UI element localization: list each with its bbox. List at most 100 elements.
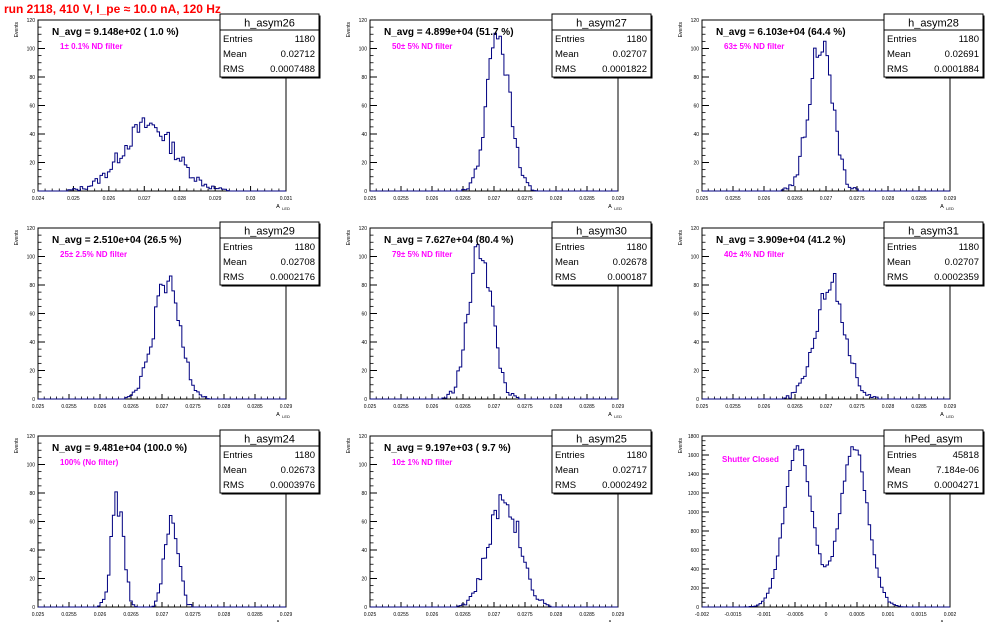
x-tick-label: 0.0255 <box>725 404 741 410</box>
y-tick-label: 600 <box>691 548 700 554</box>
x-tick-label: 0.028 <box>550 404 563 410</box>
stats-label: Entries <box>555 34 585 45</box>
x-axis-label-sub: LED <box>946 206 954 211</box>
x-axis-label: A <box>276 620 280 622</box>
n-avg-label: N_avg = 7.627e+04 (80.4 %) <box>384 235 514 246</box>
stats-label: Entries <box>887 34 917 45</box>
histogram-name: h_asym24 <box>244 434 295 446</box>
histogram-name: h_asym30 <box>576 226 627 238</box>
filter-annotation: Shutter Closed <box>722 455 779 464</box>
y-tick-label: 100 <box>359 47 368 53</box>
x-axis-label-sub: LED <box>282 206 290 211</box>
y-tick-label: 120 <box>359 226 368 232</box>
stats-value: 1180 <box>959 242 979 253</box>
x-tick-label: 0.027 <box>488 196 501 202</box>
stats-value: 1180 <box>627 242 647 253</box>
x-tick-label: 0.029 <box>944 196 957 202</box>
x-tick-label: 0.0255 <box>725 196 741 202</box>
y-tick-label: 80 <box>361 75 367 81</box>
stats-box: h_asym31 Entries 1180 Mean 0.02707 RMS 0.00023… <box>883 221 985 287</box>
stats-value: 0.0001884 <box>934 64 979 75</box>
x-tick-label: 0.025 <box>364 196 377 202</box>
x-tick-label: 0.029 <box>612 404 625 410</box>
x-tick-label: 0.0275 <box>849 196 865 202</box>
y-tick-label: 0 <box>364 397 367 403</box>
y-tick-label: 60 <box>361 520 367 526</box>
x-tick-label: 0.0285 <box>247 612 263 618</box>
x-axis-label: A <box>940 620 944 622</box>
stats-label: Entries <box>887 450 917 461</box>
y-tick-label: 100 <box>27 463 36 469</box>
y-tick-label: 60 <box>693 104 699 110</box>
x-tick-label: 0.0285 <box>579 612 595 618</box>
y-tick-label: 0 <box>696 189 699 195</box>
y-tick-label: 0 <box>32 397 35 403</box>
histogram-line <box>370 494 618 608</box>
x-tick-label: 0.026 <box>426 612 439 618</box>
x-tick-label: 0.0255 <box>393 612 409 618</box>
x-tick-label: 0.0255 <box>61 404 77 410</box>
stats-box: h_asym29 Entries 1180 Mean 0.02708 RMS 0.00021… <box>219 221 321 287</box>
y-tick-label: 40 <box>361 548 367 554</box>
stats-box-frame <box>883 221 984 286</box>
y-tick-label: 80 <box>693 75 699 81</box>
histogram-line <box>702 40 950 192</box>
y-tick-label: 0 <box>696 605 699 611</box>
x-tick-label: 0.028 <box>882 196 895 202</box>
stats-value: 0.02712 <box>281 49 315 60</box>
y-tick-label: 20 <box>693 369 699 375</box>
x-tick-label: 0.0265 <box>787 404 803 410</box>
stats-value: 1180 <box>959 34 979 45</box>
histogram-line <box>38 275 286 400</box>
stats-value: 1180 <box>627 450 647 461</box>
y-tick-label: 0 <box>32 605 35 611</box>
x-axis-label-sub: LED <box>614 206 622 211</box>
x-tick-label: 0.027 <box>156 404 169 410</box>
stats-value: 45818 <box>953 450 979 461</box>
x-tick-label: 0.0285 <box>911 404 927 410</box>
x-tick-label: 0.0285 <box>579 404 595 410</box>
stats-box-frame <box>551 13 652 78</box>
histogram-panel-h_asym24: 0 20 40 60 80 100 120 0.025 0.0255 0.026 0.0265 0.0… <box>14 429 321 622</box>
filter-annotation: 1± 0.1% ND filter <box>60 42 123 51</box>
y-tick-label: 60 <box>693 312 699 318</box>
stats-value: 0.0002492 <box>602 480 647 491</box>
histogram-line <box>38 117 286 192</box>
y-tick-label: 80 <box>361 283 367 289</box>
x-tick-label: 0.0275 <box>849 404 865 410</box>
histogram-line <box>370 244 618 400</box>
n-avg-label: N_avg = 4.899e+04 (51.7 %) <box>384 27 514 38</box>
y-tick-label: 100 <box>691 47 700 53</box>
y-tick-label: 40 <box>361 340 367 346</box>
x-tick-label: 0.029 <box>612 196 625 202</box>
y-tick-label: 120 <box>691 18 700 24</box>
y-tick-label: 120 <box>359 18 368 24</box>
x-tick-label: 0.0255 <box>393 404 409 410</box>
x-tick-label: 0.0275 <box>517 196 533 202</box>
histogram-panel-h_asym28: 0 20 40 60 80 100 120 0.025 0.0255 0.026 0.0265 0.0… <box>678 13 985 211</box>
stats-box-frame <box>219 221 320 286</box>
stats-box: hPed_asym Entries 45818 Mean 7.184e-06 RMS 0.0… <box>883 429 985 495</box>
x-tick-label: 0.0265 <box>123 612 139 618</box>
y-tick-label: 120 <box>27 226 36 232</box>
x-tick-label: 0.0265 <box>455 612 471 618</box>
x-tick-label: 0.027 <box>820 404 833 410</box>
y-tick-label: 80 <box>29 491 35 497</box>
x-tick-label: 0.0265 <box>455 196 471 202</box>
x-tick-label: -0.0015 <box>725 612 742 618</box>
x-tick-label: 0.027 <box>488 612 501 618</box>
stats-label: Entries <box>887 242 917 253</box>
x-axis-label: A <box>276 204 280 210</box>
y-axis-label: Events <box>346 438 352 454</box>
filter-annotation: 50± 5% ND filter <box>392 42 452 51</box>
y-tick-label: 100 <box>691 255 700 261</box>
histogram-panel-h_asym30: 0 20 40 60 80 100 120 0.025 0.0255 0.026 0.0265 0.0… <box>346 221 653 419</box>
stats-box: h_asym30 Entries 1180 Mean 0.02678 RMS 0.00018… <box>551 221 653 287</box>
x-axis-label-sub: LED <box>614 414 622 419</box>
x-tick-label: 0 <box>825 612 828 618</box>
x-tick-label: -0.001 <box>757 612 771 618</box>
x-tick-label: 0.0265 <box>123 404 139 410</box>
stats-value: 1180 <box>295 242 315 253</box>
x-tick-label: 0.001 <box>882 612 895 618</box>
